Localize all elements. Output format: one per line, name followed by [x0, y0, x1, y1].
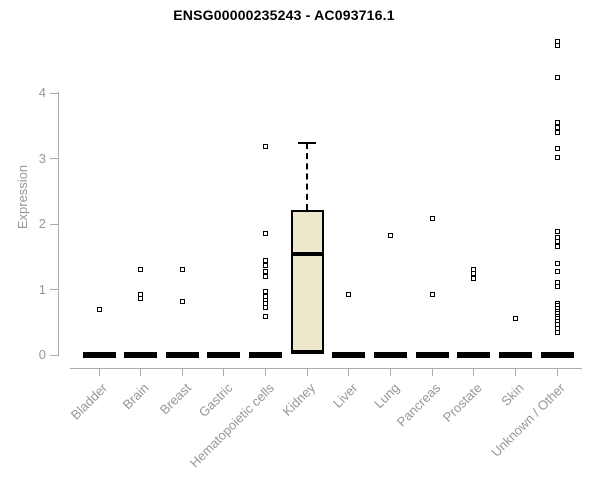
zero-bar [124, 352, 158, 358]
y-tick [50, 92, 58, 94]
outlier-point [554, 229, 560, 235]
category-label: Skin [498, 380, 527, 409]
outlier-point [554, 284, 560, 290]
x-tick [556, 368, 558, 376]
outlier-point [263, 293, 269, 299]
outlier-point [554, 125, 560, 131]
x-tick [181, 368, 183, 376]
category-label: Bladder [68, 380, 111, 423]
x-tick [306, 368, 308, 376]
outlier-point [429, 291, 435, 297]
category-label: Pancreas [393, 380, 444, 430]
outlier-point [138, 295, 144, 301]
outlier-point [429, 216, 435, 222]
category-label: Kidney [279, 380, 319, 419]
category-label: Brain [119, 380, 152, 413]
outlier-point [263, 273, 269, 279]
x-tick [140, 368, 142, 376]
y-axis-line [58, 92, 59, 356]
zero-bar [82, 352, 116, 358]
outlier-point [554, 42, 560, 48]
upper-whisker-cap [298, 141, 317, 144]
x-tick [514, 368, 516, 376]
outlier-point [512, 316, 518, 322]
outlier-point [471, 271, 477, 277]
median-line [290, 252, 324, 257]
category-label: Liver [329, 380, 361, 411]
y-tick [50, 354, 58, 356]
outlier-point [263, 263, 269, 269]
y-tick [50, 289, 58, 290]
outlier-point [179, 299, 185, 305]
x-tick [473, 368, 475, 376]
zero-bar [373, 352, 407, 358]
outlier-point [554, 74, 560, 80]
outlier-point [554, 130, 560, 136]
outlier-point [554, 244, 560, 250]
outlier-point [387, 233, 393, 239]
outlier-point [554, 269, 560, 275]
outlier-point [554, 279, 560, 285]
upper-whisker [306, 142, 309, 211]
y-tick [50, 158, 58, 159]
outlier-point [471, 275, 477, 281]
outlier-point [554, 234, 560, 240]
outlier-point [263, 143, 269, 149]
x-tick [431, 368, 433, 376]
outlier-point [554, 260, 560, 266]
outlier-point [554, 119, 560, 125]
outlier-point [554, 154, 560, 160]
category-label: Prostate [440, 380, 486, 426]
outlier-point [96, 306, 102, 312]
category-label: Breast [156, 380, 194, 418]
outlier-point [263, 288, 269, 294]
zero-bar [165, 352, 199, 358]
zero-bar [207, 352, 241, 358]
zero-bar [540, 352, 574, 358]
outlier-point [554, 145, 560, 151]
x-tick [389, 368, 391, 376]
outlier-point [179, 267, 185, 273]
zero-bar [457, 352, 491, 358]
y-tick-label: 0 [38, 347, 46, 362]
outlier-point [554, 239, 560, 245]
y-tick-label: 3 [38, 150, 46, 166]
outlier-point [263, 268, 269, 274]
x-tick [348, 368, 350, 376]
y-tick-label: 2 [38, 216, 46, 231]
x-tick [265, 368, 267, 376]
box-body [290, 210, 324, 354]
zero-bar [249, 352, 283, 358]
zero-bar [498, 352, 532, 358]
y-tick-label: 4 [38, 85, 46, 100]
y-tick-label: 1 [38, 281, 46, 297]
outlier-point [263, 230, 269, 236]
category-label: Lung [370, 380, 402, 412]
outlier-point [346, 292, 352, 298]
outlier-point [263, 305, 269, 311]
chart-title: ENSG00000235243 - AC093716.1 [173, 7, 395, 23]
zero-bar [332, 352, 366, 358]
category-label: Gastric [195, 380, 236, 420]
category-label: Unknown / Other [488, 380, 569, 460]
zero-bar [415, 352, 449, 358]
outlier-point [263, 258, 269, 264]
x-tick [223, 368, 225, 376]
outlier-point [263, 313, 269, 319]
x-tick [98, 368, 100, 376]
outlier-point [554, 329, 560, 335]
x-axis-line [70, 368, 582, 369]
y-tick [50, 223, 58, 225]
outlier-point [138, 266, 144, 272]
